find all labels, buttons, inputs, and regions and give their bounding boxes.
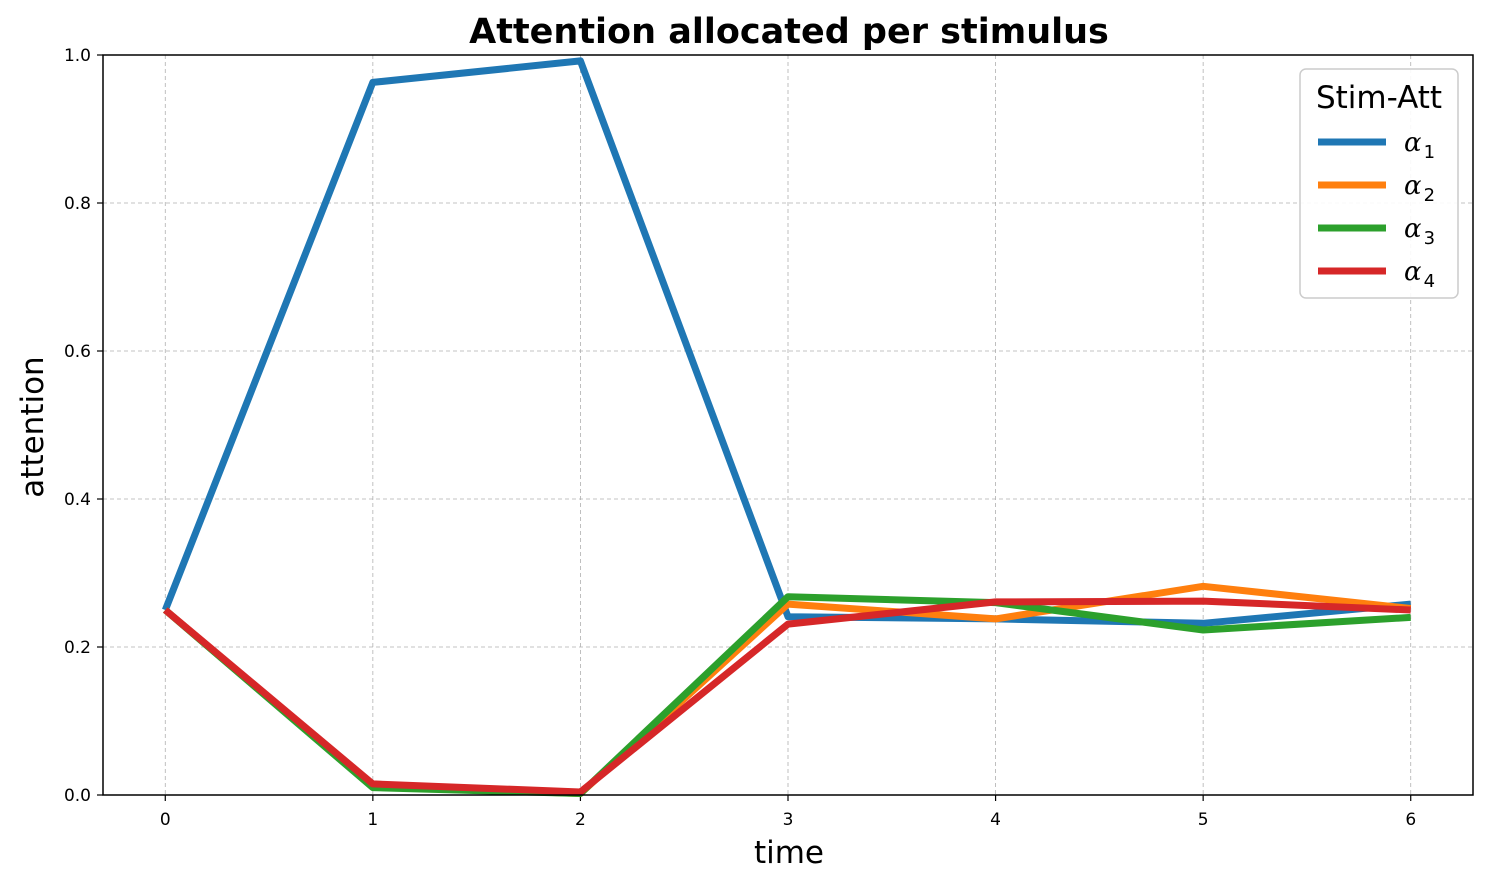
series-line-α1 — [162, 57, 1412, 627]
legend-label-base: α — [1404, 171, 1422, 201]
legend-label-subscript: 1 — [1424, 142, 1435, 163]
legend-items: α 1α 2α 3α 4 — [1318, 128, 1435, 292]
y-tick-label: 1.0 — [64, 46, 91, 66]
axis-ticks: 0 1 2 3 4 5 6 0.0 0.2 0.4 0.6 0.8 1.0 — [64, 46, 1416, 830]
x-tick-label: 0 — [160, 810, 171, 830]
x-tick-label: 2 — [575, 810, 586, 830]
legend-label-subscript: 2 — [1424, 185, 1435, 206]
legend-label-base: α — [1404, 257, 1422, 287]
legend: Stim-Att α 1α 2α 3α 4 — [1299, 68, 1459, 299]
x-axis-label: time — [754, 835, 824, 871]
legend-label-subscript: 3 — [1424, 228, 1435, 249]
series-line-α3 — [163, 593, 1411, 797]
y-tick-label: 0.6 — [64, 342, 91, 362]
x-tick-label: 1 — [367, 810, 378, 830]
x-tick-label: 3 — [783, 810, 794, 830]
plot-frame — [102, 54, 1474, 796]
y-tick-label: 0.8 — [64, 194, 91, 214]
series-line-α4 — [163, 597, 1411, 796]
legend-label-subscript: 4 — [1424, 271, 1435, 292]
legend-label-base: α — [1404, 128, 1422, 158]
x-tick-label: 6 — [1405, 810, 1416, 830]
y-axis-label: attention — [15, 356, 51, 497]
legend-label-base: α — [1404, 214, 1422, 244]
x-tick-label: 5 — [1198, 810, 1209, 830]
x-tick-label: 4 — [990, 810, 1001, 830]
y-tick-label: 0.0 — [64, 786, 91, 806]
chart-title: Attention allocated per stimulus — [469, 12, 1109, 52]
y-tick-label: 0.4 — [64, 490, 91, 510]
series-lines — [162, 57, 1412, 797]
y-tick-label: 0.2 — [64, 638, 91, 658]
legend-title: Stim-Att — [1316, 80, 1442, 116]
